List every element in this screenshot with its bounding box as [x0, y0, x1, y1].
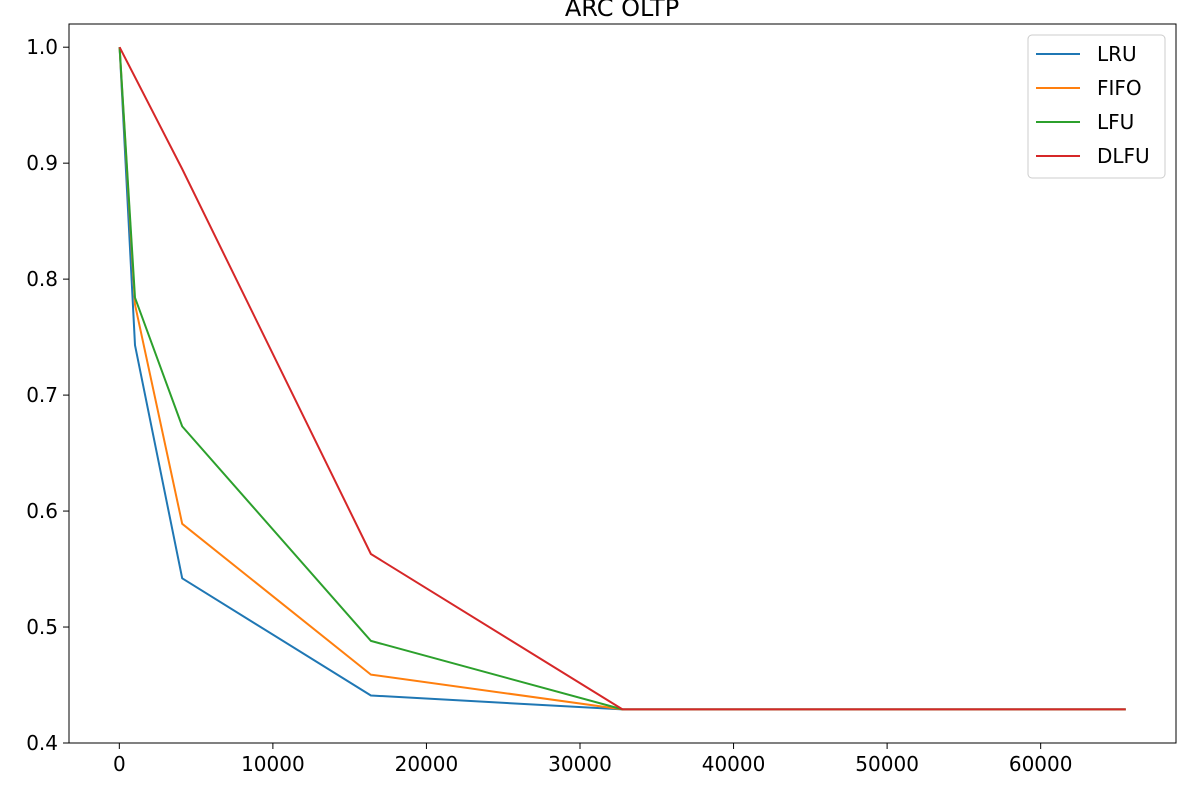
y-tick-label: 1.0 [26, 35, 58, 59]
y-axis: 0.4 0.5 0.6 0.7 0.8 0.9 1.0 [26, 35, 69, 755]
chart-title: ARC OLTP [565, 0, 679, 22]
x-tick-label: 30000 [548, 752, 612, 776]
y-tick-label: 0.5 [26, 615, 58, 639]
series-line-lru [118, 47, 1126, 711]
legend-box [1027, 34, 1166, 179]
y-tick-label: 0.6 [26, 499, 58, 523]
y-tick-label: 0.7 [26, 383, 58, 407]
y-tick-label: 0.8 [26, 267, 58, 291]
series-layer [118, 46, 1126, 711]
legend-label-dlfu: DLFU [1097, 144, 1150, 168]
x-tick-label: 50000 [855, 752, 919, 776]
x-tick-label: 20000 [395, 752, 459, 776]
x-tick-label: 40000 [702, 752, 766, 776]
series-line-fifo [118, 47, 1126, 711]
legend-label-lfu: LFU [1097, 110, 1134, 134]
x-tick-label: 0 [113, 752, 126, 776]
x-axis: 0 10000 20000 30000 40000 50000 60000 [113, 743, 1073, 776]
x-tick-label: 60000 [1009, 752, 1073, 776]
x-tick-label: 10000 [241, 752, 305, 776]
y-tick-label: 0.4 [26, 731, 58, 755]
y-tick-label: 0.9 [26, 151, 58, 175]
legend-label-fifo: FIFO [1097, 76, 1142, 100]
legend-label-lru: LRU [1097, 42, 1137, 66]
plot-frame [68, 23, 1177, 744]
series-line-dlfu [118, 46, 1126, 711]
series-line-lfu [118, 47, 1126, 711]
legend: LRU FIFO LFU DLFU [1027, 34, 1166, 179]
